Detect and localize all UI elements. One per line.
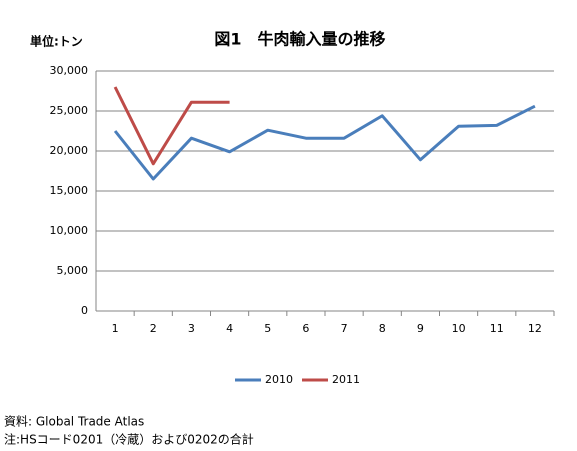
y-tick-label: 15,000 xyxy=(50,184,89,197)
y-tick-label: 30,000 xyxy=(50,64,89,77)
legend-label: 2010 xyxy=(265,373,293,386)
y-tick-label: 10,000 xyxy=(50,224,89,237)
x-tick-label: 2 xyxy=(150,322,157,335)
x-tick-label: 10 xyxy=(452,322,466,335)
note: 資料: Global Trade Atlas xyxy=(4,415,144,429)
x-tick-label: 8 xyxy=(379,322,386,335)
series-line xyxy=(113,86,230,166)
x-tick-label: 12 xyxy=(528,322,542,335)
x-tick-label: 3 xyxy=(188,322,195,335)
x-tick-label: 4 xyxy=(226,322,233,335)
x-tick-label: 6 xyxy=(302,322,309,335)
series-line xyxy=(113,104,536,181)
note: 注:HSコード0201（冷蔵）および0202の合計 xyxy=(4,432,254,447)
y-tick-label: 20,000 xyxy=(50,144,89,157)
x-tick-label: 1 xyxy=(112,322,119,335)
y-tick-label: 5,000 xyxy=(57,264,89,277)
legend-label: 2011 xyxy=(332,373,360,386)
x-tick-label: 9 xyxy=(417,322,424,335)
y-axis-label: 単位:トン xyxy=(30,34,83,49)
y-tick-label: 25,000 xyxy=(50,104,89,117)
chart-title: 図1 牛肉輸入量の推移 xyxy=(214,30,385,49)
y-tick-label: 0 xyxy=(81,304,88,317)
x-tick-label: 7 xyxy=(341,322,348,335)
x-tick-label: 5 xyxy=(264,322,271,335)
x-tick-label: 11 xyxy=(490,322,504,335)
